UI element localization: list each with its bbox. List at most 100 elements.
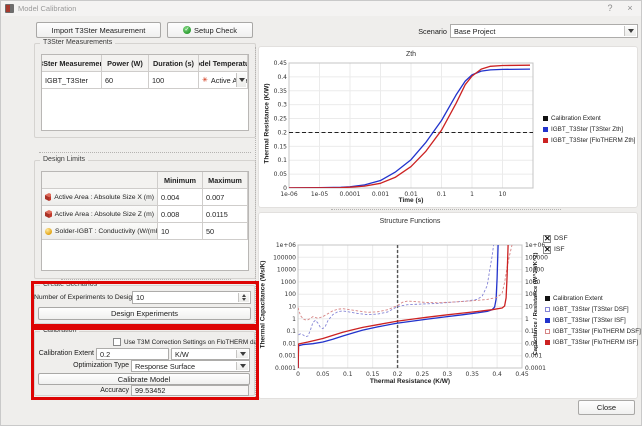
close-button-label: Close [596, 403, 617, 412]
window-title: Model Calibration [18, 4, 77, 13]
horizontal-splitter[interactable] [331, 209, 561, 210]
dsf-toggle[interactable]: ✕ DSF [543, 233, 568, 244]
vertical-splitter[interactable] [255, 47, 256, 397]
design-limit-parameter[interactable]: Active Area : Absolute Size Z (m) [42, 206, 158, 223]
y-tick-label: 10 [288, 304, 296, 311]
experiments-label: Number of Experiments to Design [34, 294, 136, 301]
y-tick-label: 0.1 [286, 328, 296, 335]
table-header-row: Minimum Maximum [42, 172, 248, 189]
maximum-cell[interactable]: 0.0115 [203, 206, 248, 223]
design-experiments-button[interactable]: Design Experiments [38, 307, 251, 320]
minimum-cell[interactable]: 10 [158, 223, 203, 240]
design-experiments-label: Design Experiments [110, 309, 179, 318]
isf-toggle[interactable]: ✕ ISF [543, 244, 568, 255]
import-t3ster-button[interactable]: Import T3Ster Measurement [36, 22, 161, 38]
model-temperature-combo[interactable]: ✳ Active Area:M [199, 72, 248, 89]
experiments-value: 10 [136, 293, 145, 302]
chevron-down-icon[interactable] [236, 362, 248, 370]
sf-ylabel-right: Capacitance / Resistance (W^2s/K^2) [533, 252, 539, 356]
y-tick-label: 0.01 [283, 340, 297, 347]
legend-swatch-icon [543, 138, 548, 143]
experiments-spinner[interactable]: 10 [132, 291, 251, 304]
maximum-cell[interactable]: 50 [203, 223, 248, 240]
calibration-extent-label: Calibration Extent [38, 350, 94, 357]
legend-item: IGBT_T3Ster [T3Ster Zth] [543, 124, 635, 135]
calibrate-model-button[interactable]: Calibrate Model [38, 373, 250, 385]
column-header: Model Temperature [199, 55, 248, 72]
optimization-type-value: Response Surface [135, 361, 196, 371]
close-window-button[interactable]: × [627, 3, 633, 13]
spin-down-icon[interactable] [242, 298, 246, 302]
table-row[interactable]: IGBT_T3Ster 60 100 ✳ Active Area:M [42, 72, 248, 89]
legend-label: Calibration Extent [551, 115, 601, 122]
spin-up-icon[interactable] [242, 293, 246, 297]
x-tick-label: 1 [470, 191, 474, 198]
chevron-down-icon[interactable] [236, 73, 246, 87]
table-header-row: 3Ster Measuremen Power (W) Duration (s) … [42, 55, 248, 72]
y-tick-label: 0.05 [274, 171, 288, 178]
zth-xlabel: Time (s) [398, 197, 424, 204]
y-tick-label: 0.4 [277, 74, 287, 81]
extent-unit-combo[interactable]: K/W [171, 348, 250, 360]
minimum-cell[interactable]: 0.008 [158, 206, 203, 223]
legend-label: IGBT_T3Ster [T3Ster ISF] [553, 317, 626, 324]
design-limit-parameter[interactable]: Solder-IGBT : Conductivity (W/(mK)) [42, 223, 158, 240]
design-limit-parameter[interactable]: Active Area : Absolute Size X (m) [42, 189, 158, 206]
scenario-value: Base Project [454, 26, 496, 36]
t3m-correction-label: Use T3M Correction Settings on FloTHERM … [124, 339, 263, 346]
y-tick-label: 100 [285, 291, 297, 298]
legend-swatch-icon [543, 116, 548, 121]
power-cell[interactable]: 60 [102, 72, 149, 89]
chart-series-line [298, 245, 509, 368]
spinner-arrows[interactable] [238, 293, 249, 302]
x-tick-label: 0.0001 [340, 191, 361, 198]
create-scenarios-group-label: Create Scenarios [40, 281, 101, 288]
accuracy-value: 99.53452 [135, 386, 166, 395]
sf-curve-toggles: ✕ DSF ✕ ISF [543, 233, 568, 255]
t3ster-measurements-table: 3Ster Measuremen Power (W) Duration (s) … [41, 54, 249, 131]
x-tick-label: 0.25 [416, 371, 430, 378]
x-tick-label: 10 [499, 191, 507, 198]
legend-label: IGBT_T3Ster [FloTHERM ISF] [553, 339, 639, 346]
model-temperature-value: Active Area:M [210, 75, 247, 85]
maximum-cell[interactable]: 0.007 [203, 189, 248, 206]
duration-cell[interactable]: 100 [149, 72, 199, 89]
close-button[interactable]: Close [578, 400, 635, 415]
horizontal-splitter[interactable] [61, 279, 231, 280]
minimum-cell[interactable]: 0.004 [158, 189, 203, 206]
x-tick-label: 0.05 [316, 371, 330, 378]
dsf-checkbox[interactable]: ✕ [543, 234, 551, 243]
sf-xlabel: Thermal Resistance (K/W) [369, 378, 451, 385]
chart-series-line [289, 68, 531, 188]
scenario-combo[interactable]: Base Project [450, 24, 638, 38]
zth-chart-card: Zth 1e-06 1e-05 0.0001 0.001 0.01 0.1 1 10 0 0.05… [258, 46, 638, 208]
chevron-down-icon[interactable] [236, 350, 248, 358]
sf-ylabel-left: Thermal Capacitance (Ws/K) [259, 260, 267, 349]
chevron-down-icon[interactable] [624, 26, 636, 36]
column-header: Duration (s) [149, 55, 199, 72]
isf-checkbox[interactable]: ✕ [543, 245, 551, 254]
t3m-correction-checkbox[interactable] [113, 338, 121, 346]
y-tick-label: 0.1 [277, 157, 287, 164]
calibration-extent-value: 0.2 [100, 349, 111, 359]
y-tick-label: 0.15 [274, 143, 288, 150]
legend-label: IGBT_T3Ster [FloTHERM DSF] [553, 328, 641, 335]
y2-tick-label: 10000 [525, 267, 544, 274]
setup-check-button[interactable]: ✓ Setup Check [167, 22, 253, 38]
y2-tick-label: 100000 [525, 254, 548, 261]
measurement-name-cell[interactable]: IGBT_T3Ster [42, 72, 102, 89]
setup-check-icon: ✓ [183, 26, 192, 34]
y-tick-label: 0.001 [279, 353, 296, 360]
y2-tick-label: 0.0001 [525, 365, 546, 372]
y2-tick-label: 0.001 [525, 353, 542, 360]
help-button[interactable]: ? [607, 3, 613, 13]
calibration-group-label: Calibration [40, 327, 80, 334]
legend-label: IGBT_T3Ster [T3Ster Zth] [551, 126, 624, 133]
y2-tick-label: 0.1 [525, 328, 535, 335]
calibration-extent-field[interactable]: 0.2 [96, 348, 169, 360]
table-row: Active Area : Absolute Size X (m) 0.004 … [42, 189, 248, 206]
optimization-type-combo[interactable]: Response Surface [131, 360, 250, 372]
horizontal-splitter[interactable] [39, 152, 251, 153]
design-limits-group-label: Design Limits [40, 156, 89, 163]
